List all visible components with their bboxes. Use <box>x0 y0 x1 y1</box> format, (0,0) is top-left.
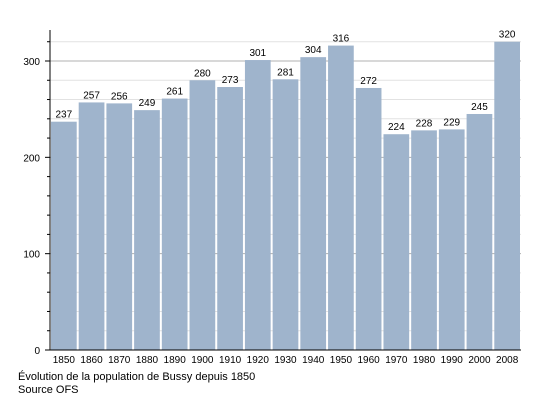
value-label-1940: 304 <box>305 45 322 56</box>
y-tick-label-200: 200 <box>23 153 40 164</box>
chart-source: Source OFS <box>18 384 79 396</box>
bar-1910 <box>217 87 243 350</box>
y-tick-label-100: 100 <box>23 250 40 261</box>
x-tick-label-2008: 2008 <box>496 355 519 366</box>
value-label-1930: 281 <box>277 67 294 78</box>
value-label-1920: 301 <box>249 48 266 59</box>
x-tick-label-1890: 1890 <box>164 355 187 366</box>
value-label-1890: 261 <box>166 87 183 98</box>
y-tick-label-300: 300 <box>23 57 40 68</box>
value-label-1950: 316 <box>333 34 350 45</box>
bar-2008 <box>494 41 520 350</box>
value-label-1870: 256 <box>111 91 128 102</box>
bar-1880 <box>134 110 160 350</box>
bar-1890 <box>161 98 188 350</box>
value-label-1880: 249 <box>139 98 156 109</box>
chart-caption: Évolution de la population de Bussy depu… <box>18 371 256 383</box>
x-tick-label-1920: 1920 <box>247 355 270 366</box>
bar-1950 <box>328 45 354 350</box>
bar-2000 <box>466 113 493 350</box>
bar-1980 <box>411 130 437 350</box>
y-tick-label-0: 0 <box>34 346 40 357</box>
x-tick-label-1990: 1990 <box>441 355 464 366</box>
bar-1990 <box>438 129 465 350</box>
value-label-1980: 228 <box>416 118 433 129</box>
bar-1930 <box>272 79 299 350</box>
x-tick-label-1980: 1980 <box>413 355 436 366</box>
bar-1900 <box>189 80 216 351</box>
bar-1920 <box>244 60 271 350</box>
bar-1940 <box>300 57 327 350</box>
value-label-1860: 257 <box>83 90 100 101</box>
bar-1860 <box>78 102 105 350</box>
x-tick-label-1950: 1950 <box>330 355 353 366</box>
axes: 1850 1860 1870 1880 1890 1900 1910 1920 1930 1940… <box>23 30 521 366</box>
x-tick-label-1870: 1870 <box>108 355 131 366</box>
bar-1850 <box>51 121 77 350</box>
value-label-1990: 229 <box>443 117 460 128</box>
value-label-1900: 280 <box>194 68 211 79</box>
x-tick-label-1910: 1910 <box>219 355 242 366</box>
value-label-1850: 237 <box>56 110 73 121</box>
x-tick-label-1900: 1900 <box>191 355 214 366</box>
value-label-1910: 273 <box>222 75 239 86</box>
data-labels: 237 257 256 249 261 280 273 301 281 304 316 272 224 2… <box>56 30 516 133</box>
bar-1870 <box>106 103 133 351</box>
value-label-1960: 272 <box>360 76 377 87</box>
bar-1960 <box>355 87 382 351</box>
x-tick-label-1880: 1880 <box>136 355 159 366</box>
x-tick-label-1850: 1850 <box>53 355 76 366</box>
x-tick-label-1860: 1860 <box>80 355 103 366</box>
x-tick-label-1960: 1960 <box>357 355 380 366</box>
value-label-2000: 245 <box>471 102 488 113</box>
value-label-1970: 224 <box>388 122 405 133</box>
x-tick-label-1930: 1930 <box>274 355 297 366</box>
bar-1970 <box>383 134 410 350</box>
x-tick-label-1970: 1970 <box>385 355 408 366</box>
x-tick-label-1940: 1940 <box>302 355 325 366</box>
x-tick-label-2000: 2000 <box>468 355 491 366</box>
value-label-2008: 320 <box>499 30 516 41</box>
bars <box>51 41 520 351</box>
